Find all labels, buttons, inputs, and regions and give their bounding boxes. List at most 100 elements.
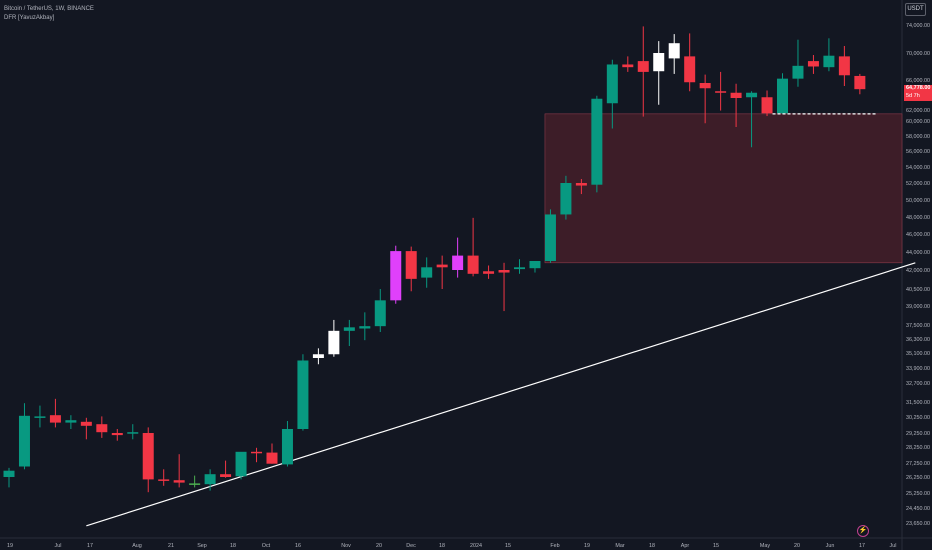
candle bbox=[204, 469, 216, 491]
candle bbox=[158, 469, 170, 486]
candle bbox=[746, 91, 758, 148]
price-axis-label: 30,250.00 bbox=[906, 415, 930, 421]
candle bbox=[390, 245, 402, 304]
candle bbox=[297, 354, 309, 431]
time-axis-label: Jun bbox=[826, 543, 835, 549]
candle-body bbox=[80, 421, 92, 426]
price-axis-label: 33,900.00 bbox=[906, 366, 930, 372]
candle-body bbox=[390, 251, 402, 301]
candle bbox=[792, 39, 804, 87]
candles-layer bbox=[3, 26, 866, 493]
price-axis-label: 40,500.00 bbox=[906, 287, 930, 293]
candle-body bbox=[746, 92, 758, 98]
time-axis-label: 18 bbox=[439, 543, 445, 549]
candle-body bbox=[328, 330, 340, 355]
candle-body bbox=[560, 183, 572, 215]
candle-body bbox=[452, 255, 464, 270]
candle-body bbox=[436, 264, 448, 268]
candle bbox=[854, 73, 866, 95]
candle bbox=[111, 429, 123, 441]
candle-body bbox=[266, 452, 278, 464]
time-axis-label: 18 bbox=[649, 543, 655, 549]
candle bbox=[189, 475, 201, 488]
candle-body bbox=[807, 61, 819, 67]
time-axis-label: Nov bbox=[341, 543, 351, 549]
time-axis-label: May bbox=[760, 543, 770, 549]
candle bbox=[65, 415, 77, 429]
time-axis-label: Feb bbox=[550, 543, 559, 549]
candle-body bbox=[359, 326, 371, 329]
candle bbox=[467, 217, 479, 277]
candle-body bbox=[297, 360, 309, 429]
candle-body bbox=[374, 300, 386, 327]
price-axis-label: 26,250.00 bbox=[906, 475, 930, 481]
candle-body bbox=[637, 61, 649, 72]
price-axis[interactable]: 74,000.00 70,000.00 66,000.00 62,000.00 60,0… bbox=[906, 23, 930, 527]
candle bbox=[359, 312, 371, 341]
time-axis-label: Aug bbox=[132, 543, 142, 549]
candle bbox=[777, 73, 788, 114]
candle bbox=[127, 424, 139, 440]
candle bbox=[281, 421, 293, 467]
price-axis-label: 37,500.00 bbox=[906, 323, 930, 329]
candle bbox=[421, 257, 433, 288]
time-axis-label: 20 bbox=[794, 543, 800, 549]
price-axis-label: 52,000.00 bbox=[906, 181, 930, 187]
candle bbox=[622, 56, 634, 72]
price-axis-label: 46,000.00 bbox=[906, 232, 930, 238]
time-axis-label: 17 bbox=[87, 543, 93, 549]
candle bbox=[715, 71, 727, 111]
price-axis-label: 60,000.00 bbox=[906, 119, 930, 125]
time-axis-label: Mar bbox=[615, 543, 624, 549]
candle-body bbox=[777, 78, 788, 114]
price-axis-label: 35,100.00 bbox=[906, 351, 930, 357]
time-axis-label: 16 bbox=[295, 543, 301, 549]
currency-button[interactable]: USDT bbox=[905, 3, 926, 16]
time-axis-label: 15 bbox=[713, 543, 719, 549]
trendline-layer bbox=[86, 262, 916, 527]
indicator-title[interactable]: DFR [YavuzAkbay] bbox=[4, 15, 55, 21]
candle bbox=[80, 417, 92, 440]
candle-body bbox=[142, 433, 154, 480]
candle-body bbox=[312, 354, 324, 358]
candle-body bbox=[96, 424, 108, 433]
candle-body bbox=[405, 251, 417, 279]
candle bbox=[575, 179, 587, 195]
price-axis-label: 36,300.00 bbox=[906, 337, 930, 343]
tradingview-logo-icon[interactable]: ⚡ bbox=[857, 525, 869, 537]
candle-body bbox=[544, 214, 556, 261]
symbol-title[interactable]: Bitcoin / TetherUS, 1W, BINANCE bbox=[4, 6, 94, 12]
candle-body bbox=[220, 474, 232, 477]
candle-body bbox=[343, 327, 355, 331]
time-axis-label: 19 bbox=[7, 543, 13, 549]
candle-body bbox=[189, 483, 201, 485]
candle bbox=[807, 55, 819, 74]
candle bbox=[173, 454, 185, 488]
time-axis-label: Apr bbox=[681, 543, 690, 549]
time-axis-label: 19 bbox=[584, 543, 590, 549]
time-axis-label: 15 bbox=[505, 543, 511, 549]
time-axis-label: 2024 bbox=[470, 543, 482, 549]
candle-body bbox=[173, 480, 185, 483]
candle bbox=[3, 467, 15, 488]
candle bbox=[730, 83, 742, 127]
time-axis[interactable]: 19 Jul 17 Aug 21 Sep 18 Oct 16 Nov 20 Dec 18 2024 15 Fe… bbox=[7, 543, 896, 549]
last-price-value: 64,778.00 bbox=[906, 85, 931, 91]
time-axis-label: 17 bbox=[859, 543, 865, 549]
candle bbox=[452, 237, 464, 278]
candle-body bbox=[421, 267, 433, 278]
candle-body bbox=[18, 415, 30, 467]
candle-body bbox=[684, 56, 696, 83]
price-axis-label: 50,000.00 bbox=[906, 198, 930, 204]
price-axis-label: 28,250.00 bbox=[906, 445, 930, 451]
price-axis-label: 32,700.00 bbox=[906, 381, 930, 387]
candle bbox=[606, 59, 618, 129]
resistance-zone bbox=[544, 113, 903, 264]
candle-body bbox=[715, 91, 727, 93]
price-axis-label: 54,000.00 bbox=[906, 165, 930, 171]
price-axis-label: 25,250.00 bbox=[906, 491, 930, 497]
candle-body bbox=[854, 75, 866, 90]
price-axis-label: 58,000.00 bbox=[906, 134, 930, 140]
candle-body bbox=[591, 98, 603, 185]
